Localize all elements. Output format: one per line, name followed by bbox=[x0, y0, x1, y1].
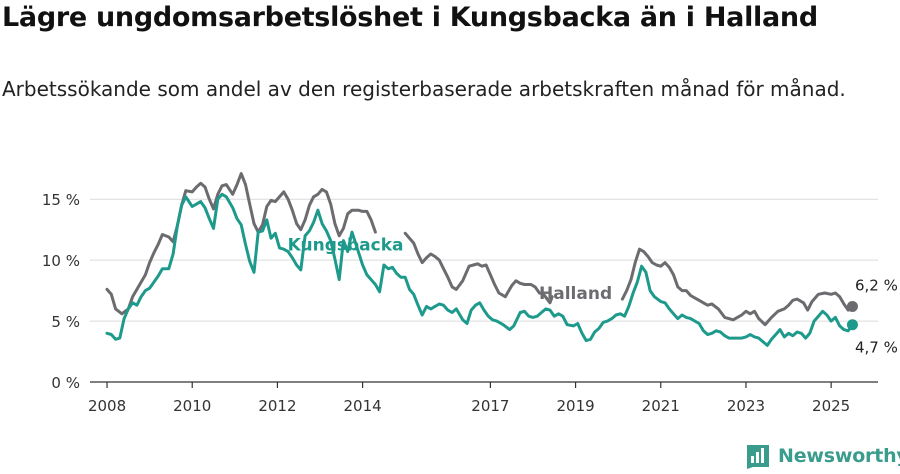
newsworthy-logo: Newsworthy bbox=[745, 441, 900, 471]
series-labels: 6,2 % Halland 4,7 % Kungsbacka bbox=[288, 235, 898, 356]
x-tick-label: 2014 bbox=[344, 397, 382, 415]
gridlines bbox=[90, 198, 878, 383]
kungsbacka-line bbox=[105, 192, 854, 347]
y-tick-label: 10 % bbox=[42, 252, 80, 270]
x-tick-label: 2017 bbox=[471, 397, 509, 415]
bar-chart-icon bbox=[747, 445, 769, 469]
brand-name: Newsworthy bbox=[778, 445, 900, 467]
halland-series-label: Halland bbox=[539, 284, 612, 304]
y-tick-label: 15 % bbox=[42, 191, 80, 209]
x-tick-label: 2025 bbox=[812, 397, 850, 415]
kungsbacka-end-value-label: 4,7 % bbox=[855, 339, 898, 357]
chart-subtitle: Arbetssökande som andel av den registerb… bbox=[2, 77, 846, 101]
x-tick-label: 2012 bbox=[258, 397, 296, 415]
kungsbacka-end-dot bbox=[846, 319, 858, 331]
kungsbacka-series-label: Kungsbacka bbox=[288, 235, 404, 255]
x-tick-label: 2010 bbox=[173, 397, 211, 415]
chart-title: Lägre ungdomsarbetslöshet i Kungsbacka ä… bbox=[2, 2, 818, 33]
line-chart: 0 %5 %10 %15 % 2008 2010 2012 2014 2017 2019 2… bbox=[42, 172, 898, 415]
x-tick-label: 2019 bbox=[556, 397, 594, 415]
halland-line bbox=[403, 231, 554, 305]
y-tick-label: 0 % bbox=[51, 374, 80, 392]
y-axis: 0 % 5 % 10 % 15 % bbox=[42, 191, 80, 392]
x-axis: 2008 2010 2012 2014 2017 2019 2021 2023 2025 bbox=[88, 382, 850, 415]
halland-line bbox=[620, 247, 854, 327]
x-tick-label: 2008 bbox=[88, 397, 126, 415]
halland-line bbox=[105, 172, 377, 316]
y-tick-label: 5 % bbox=[51, 313, 80, 331]
halland-end-dot bbox=[846, 300, 858, 312]
series-lines bbox=[105, 172, 858, 347]
x-tick-label: 2021 bbox=[642, 397, 680, 415]
x-tick-label: 2023 bbox=[727, 397, 765, 415]
halland-end-value-label: 6,2 % bbox=[855, 276, 898, 294]
